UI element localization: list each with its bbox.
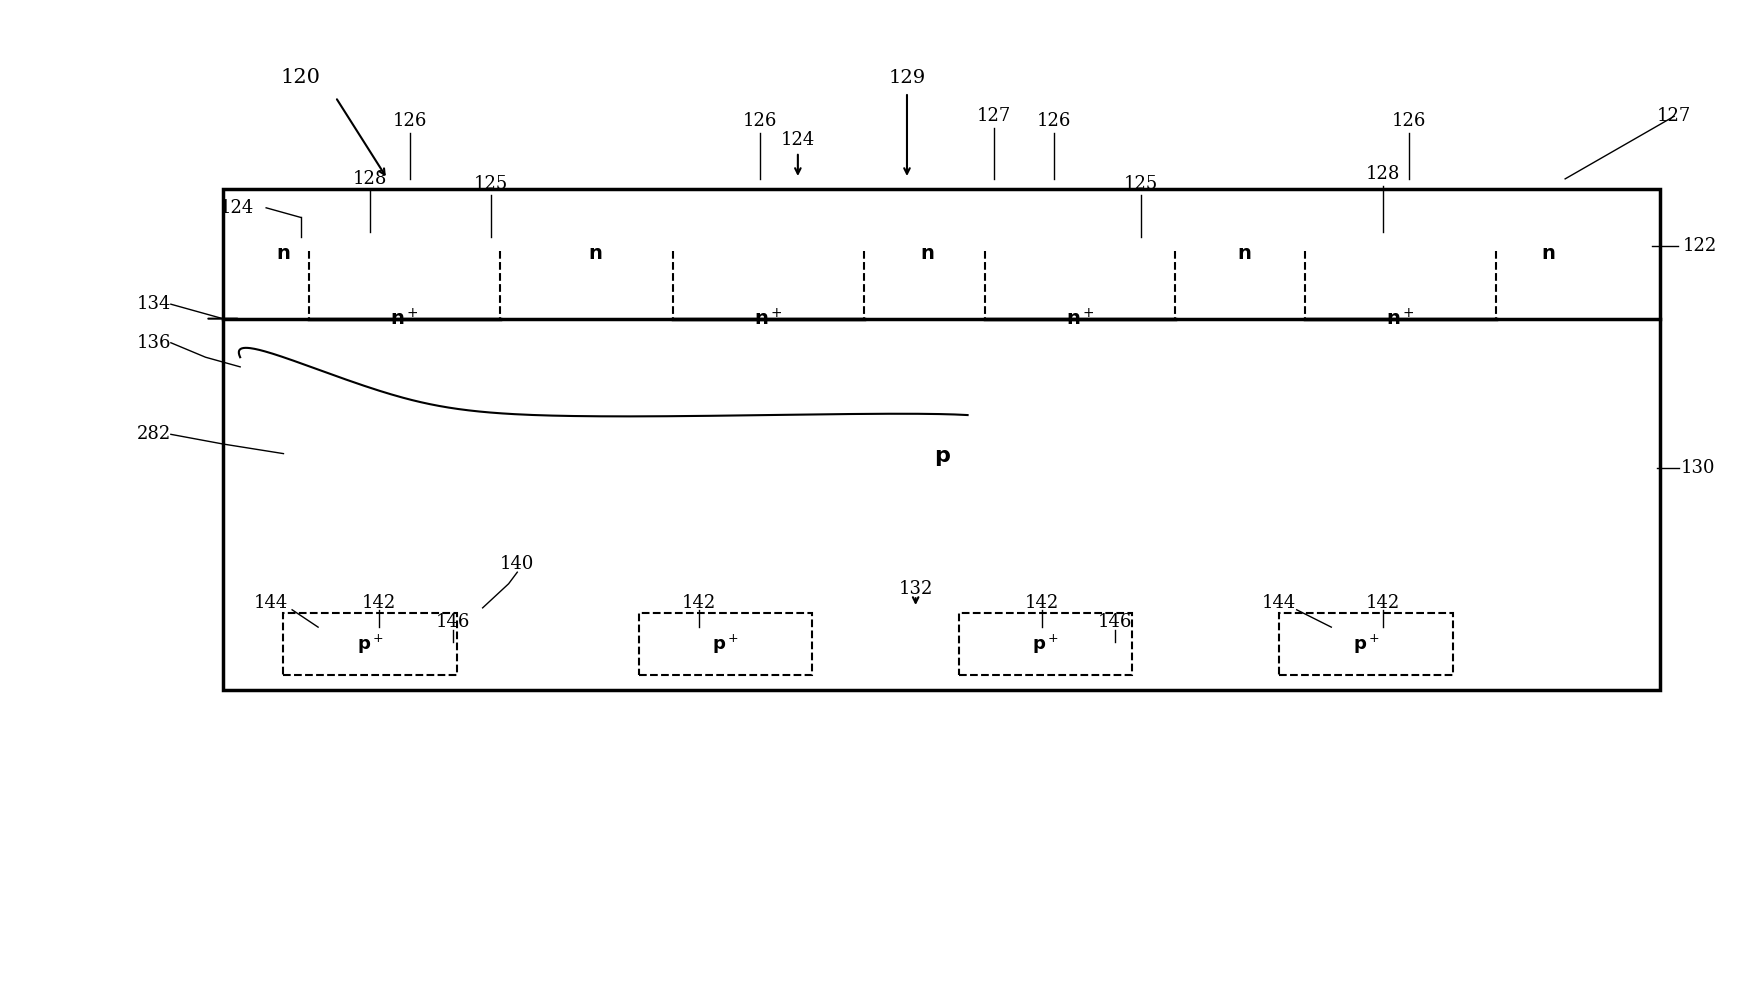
Text: 132: 132 xyxy=(899,580,932,597)
Text: 124: 124 xyxy=(781,131,816,149)
Text: 282: 282 xyxy=(137,425,171,443)
Text: n: n xyxy=(1542,245,1554,263)
Text: 126: 126 xyxy=(1392,112,1427,130)
Text: 142: 142 xyxy=(1025,594,1059,612)
Bar xyxy=(284,612,456,675)
Text: 126: 126 xyxy=(1038,112,1071,130)
Text: p$^+$: p$^+$ xyxy=(1033,632,1059,656)
Text: 142: 142 xyxy=(1366,594,1401,612)
Text: 126: 126 xyxy=(393,112,426,130)
Text: p: p xyxy=(934,446,950,466)
Bar xyxy=(222,189,1660,690)
Text: n$^+$: n$^+$ xyxy=(391,308,419,329)
Text: 142: 142 xyxy=(361,594,396,612)
Text: 144: 144 xyxy=(1262,594,1297,612)
Text: 125: 125 xyxy=(474,175,509,193)
Text: p$^+$: p$^+$ xyxy=(712,632,738,656)
Bar xyxy=(1279,612,1452,675)
Text: 140: 140 xyxy=(500,556,534,574)
Text: 128: 128 xyxy=(1366,165,1401,183)
Text: 142: 142 xyxy=(682,594,717,612)
Text: 128: 128 xyxy=(352,170,388,188)
Text: 130: 130 xyxy=(1681,459,1716,477)
Text: p$^+$: p$^+$ xyxy=(356,632,384,656)
Text: n: n xyxy=(277,245,291,263)
Text: n$^+$: n$^+$ xyxy=(1066,308,1094,329)
Text: 129: 129 xyxy=(888,69,925,86)
Text: 124: 124 xyxy=(220,199,254,217)
Text: 146: 146 xyxy=(435,613,470,631)
Text: n$^+$: n$^+$ xyxy=(1387,308,1415,329)
Text: n: n xyxy=(589,245,603,263)
Text: 134: 134 xyxy=(136,295,171,313)
Text: 125: 125 xyxy=(1124,175,1158,193)
Bar xyxy=(959,612,1133,675)
Text: 144: 144 xyxy=(254,594,289,612)
Text: n: n xyxy=(1237,245,1251,263)
Text: 120: 120 xyxy=(280,69,321,87)
Text: n$^+$: n$^+$ xyxy=(754,308,782,329)
Text: 127: 127 xyxy=(976,107,1011,125)
Text: 146: 146 xyxy=(1098,613,1131,631)
Text: 126: 126 xyxy=(742,112,777,130)
Text: n: n xyxy=(922,245,934,263)
Bar xyxy=(638,612,812,675)
Text: 122: 122 xyxy=(1683,238,1718,255)
Text: 127: 127 xyxy=(1656,107,1692,125)
Text: 136: 136 xyxy=(136,334,171,352)
Text: p$^+$: p$^+$ xyxy=(1353,632,1380,656)
